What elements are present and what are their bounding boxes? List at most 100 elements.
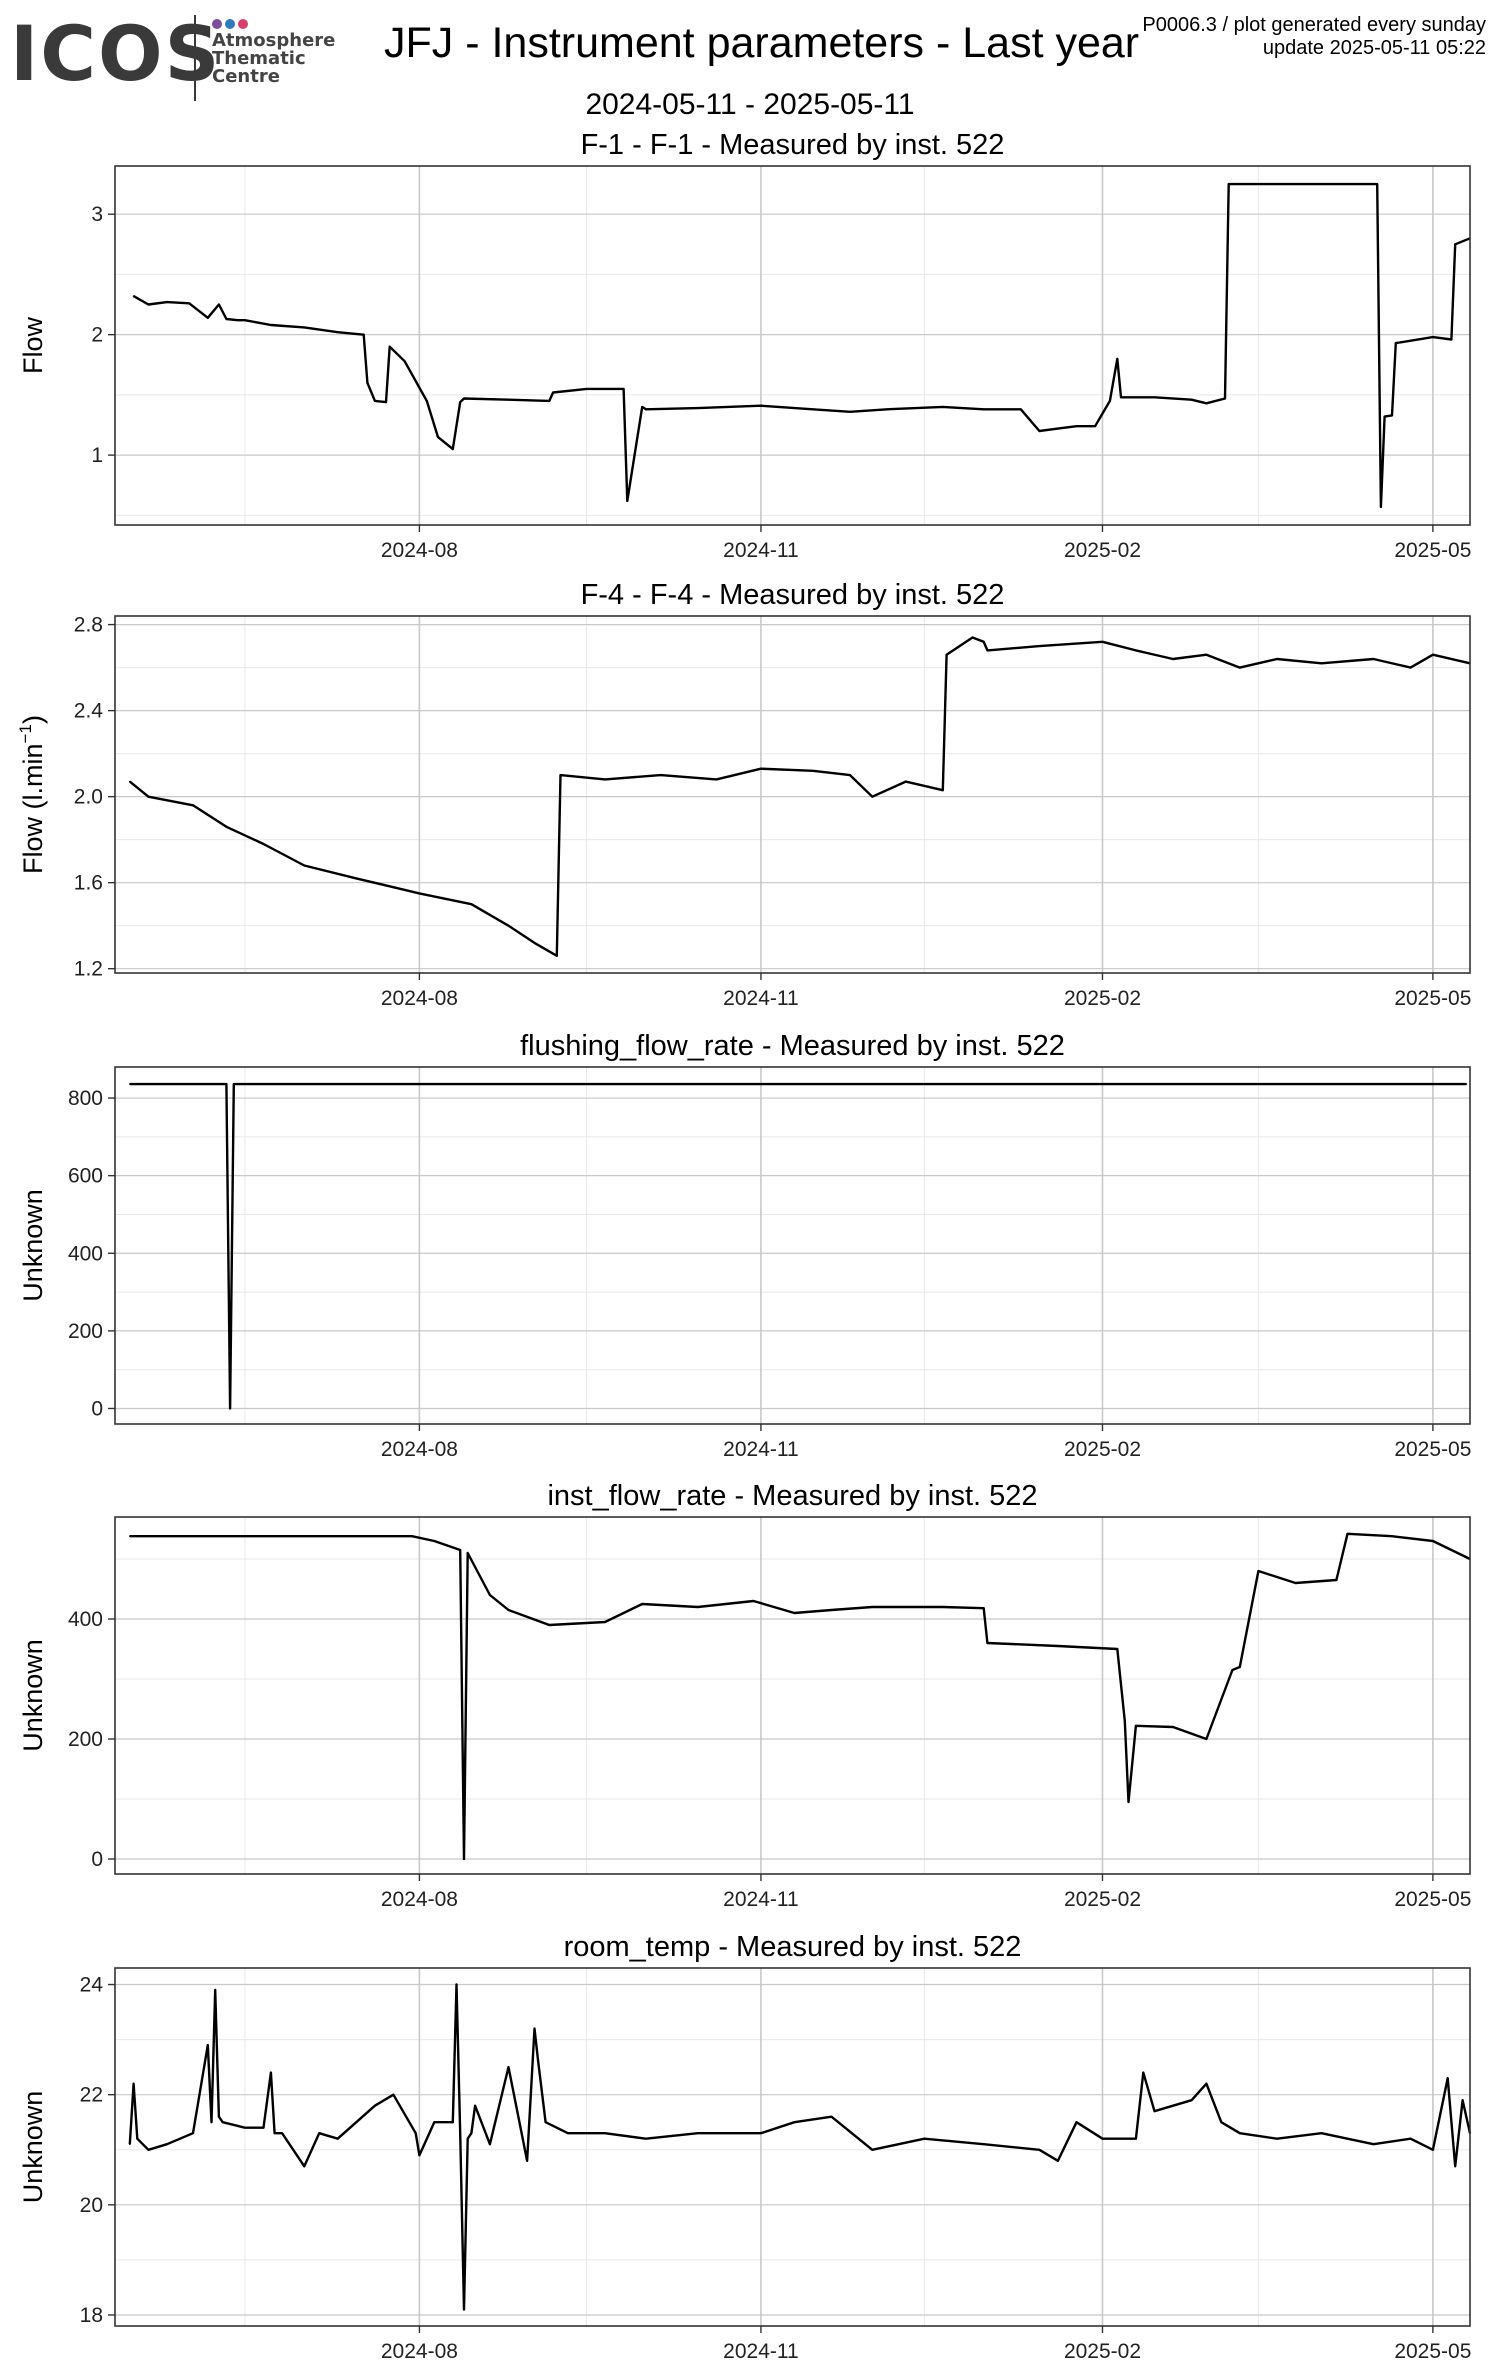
data-point [659, 774, 662, 776]
data-point [136, 2137, 139, 2140]
logo-dot-blue [225, 19, 235, 29]
data-point [585, 388, 588, 390]
y-tick-label: 2.0 [74, 786, 103, 809]
data-point [166, 2143, 168, 2145]
data-point [166, 301, 168, 303]
y-tick-label: 1.2 [74, 958, 103, 981]
data-point [942, 1606, 944, 1608]
data-point [281, 2132, 283, 2134]
data-point [489, 1594, 491, 1596]
data-point [1109, 400, 1111, 402]
y-tick-label: 1.6 [74, 872, 103, 895]
plot-meta-info: P0006.3 / plot generated every sunday [1142, 14, 1486, 36]
data-point [1142, 2071, 1145, 2074]
chart-panel-4: 2024-08 2024-11 2025-02 2025-05 0 200 400 inst_… [18, 1480, 1471, 1911]
data-point [1450, 338, 1453, 341]
data-point [559, 774, 562, 776]
data-point [221, 2121, 224, 2123]
series-line [129, 1532, 1471, 1861]
chart-title: flushing_flow_rate - Measured by inst. 5… [520, 1030, 1065, 1062]
y-axis-label: Flow [18, 317, 48, 375]
data-point [1432, 1540, 1434, 1542]
data-point [455, 1983, 458, 1986]
data-point [537, 2060, 539, 2063]
y-tick-label: 200 [68, 1728, 103, 1751]
data-point [1190, 2099, 1193, 2101]
data-point [544, 2121, 547, 2123]
data-point [1135, 649, 1137, 652]
data-point [1120, 396, 1122, 399]
data-point [233, 1083, 235, 1085]
plot-frame [114, 615, 1471, 974]
y-tick-label: 400 [68, 1608, 103, 1631]
data-point [1124, 1720, 1126, 1722]
data-point [318, 2132, 321, 2134]
x-tick-label: 2025-02 [1064, 987, 1141, 1010]
data-point [225, 1083, 228, 1085]
data-point [1461, 2099, 1464, 2101]
x-tick-label: 2025-05 [1394, 2340, 1471, 2363]
y-tick-label: 400 [68, 1242, 103, 1265]
series-line [133, 182, 1471, 509]
data-point [129, 1083, 131, 1085]
x-tick-label: 2024-11 [723, 539, 799, 562]
data-point [526, 2160, 528, 2162]
data-point [1239, 2132, 1241, 2134]
data-point [1075, 2121, 1078, 2123]
data-point [1190, 398, 1193, 401]
data-point [1294, 1582, 1297, 1584]
chart-panel-5: 2024-08 2024-11 2025-02 2025-05 18 20 22 24 room… [18, 1931, 1471, 2363]
data-point [645, 408, 647, 411]
data-point [1135, 2137, 1137, 2140]
data-point [362, 333, 365, 336]
data-point [1205, 1738, 1208, 1740]
data-point [849, 774, 851, 776]
data-point [303, 326, 306, 329]
data-point [507, 1609, 510, 1611]
x-tick-label: 2025-02 [1064, 1438, 1141, 1461]
data-point [548, 400, 551, 402]
series-line [128, 1983, 1472, 2311]
data-point [1172, 658, 1174, 660]
chart-title: F-4 - F-4 - Measured by inst. 522 [581, 579, 1005, 611]
data-point [871, 795, 874, 798]
logo-divider [194, 15, 196, 101]
data-point [1465, 1083, 1468, 1085]
chart-title: F-1 - F-1 - Measured by inst. 522 [581, 129, 1005, 161]
data-point [982, 641, 985, 643]
y-tick-label: 3 [91, 203, 103, 226]
x-tick-label: 2025-02 [1064, 539, 1141, 562]
data-point [192, 804, 194, 807]
data-point [489, 2143, 491, 2145]
data-point [463, 1858, 465, 1860]
data-point [225, 318, 228, 320]
data-point [129, 780, 131, 783]
data-point [1346, 1533, 1349, 1535]
data-point [303, 2165, 306, 2168]
data-point [1094, 425, 1096, 428]
data-point [433, 1540, 436, 1542]
y-tick-label: 24 [80, 1974, 104, 1997]
data-point [604, 778, 606, 781]
data-point [830, 2115, 833, 2118]
data-point [760, 767, 762, 770]
data-point [622, 388, 625, 390]
data-point [548, 1624, 551, 1626]
data-point [129, 1535, 131, 1537]
data-point [336, 2137, 339, 2140]
x-tick-label: 2024-08 [381, 2340, 458, 2363]
data-point [147, 303, 150, 306]
data-point [793, 1612, 796, 1614]
data-point [1205, 2082, 1208, 2085]
data-point [188, 302, 190, 305]
icos-logo: ICOS Atmosphere Thematic Centre [10, 10, 335, 105]
data-point [1227, 183, 1230, 185]
data-point [1116, 1648, 1119, 1650]
data-point [262, 2126, 265, 2129]
y-tick-label: 200 [68, 1320, 103, 1343]
y-tick-label: 0 [91, 1848, 103, 1871]
data-point [715, 778, 718, 781]
data-point [207, 2044, 209, 2046]
data-point [871, 2149, 874, 2151]
